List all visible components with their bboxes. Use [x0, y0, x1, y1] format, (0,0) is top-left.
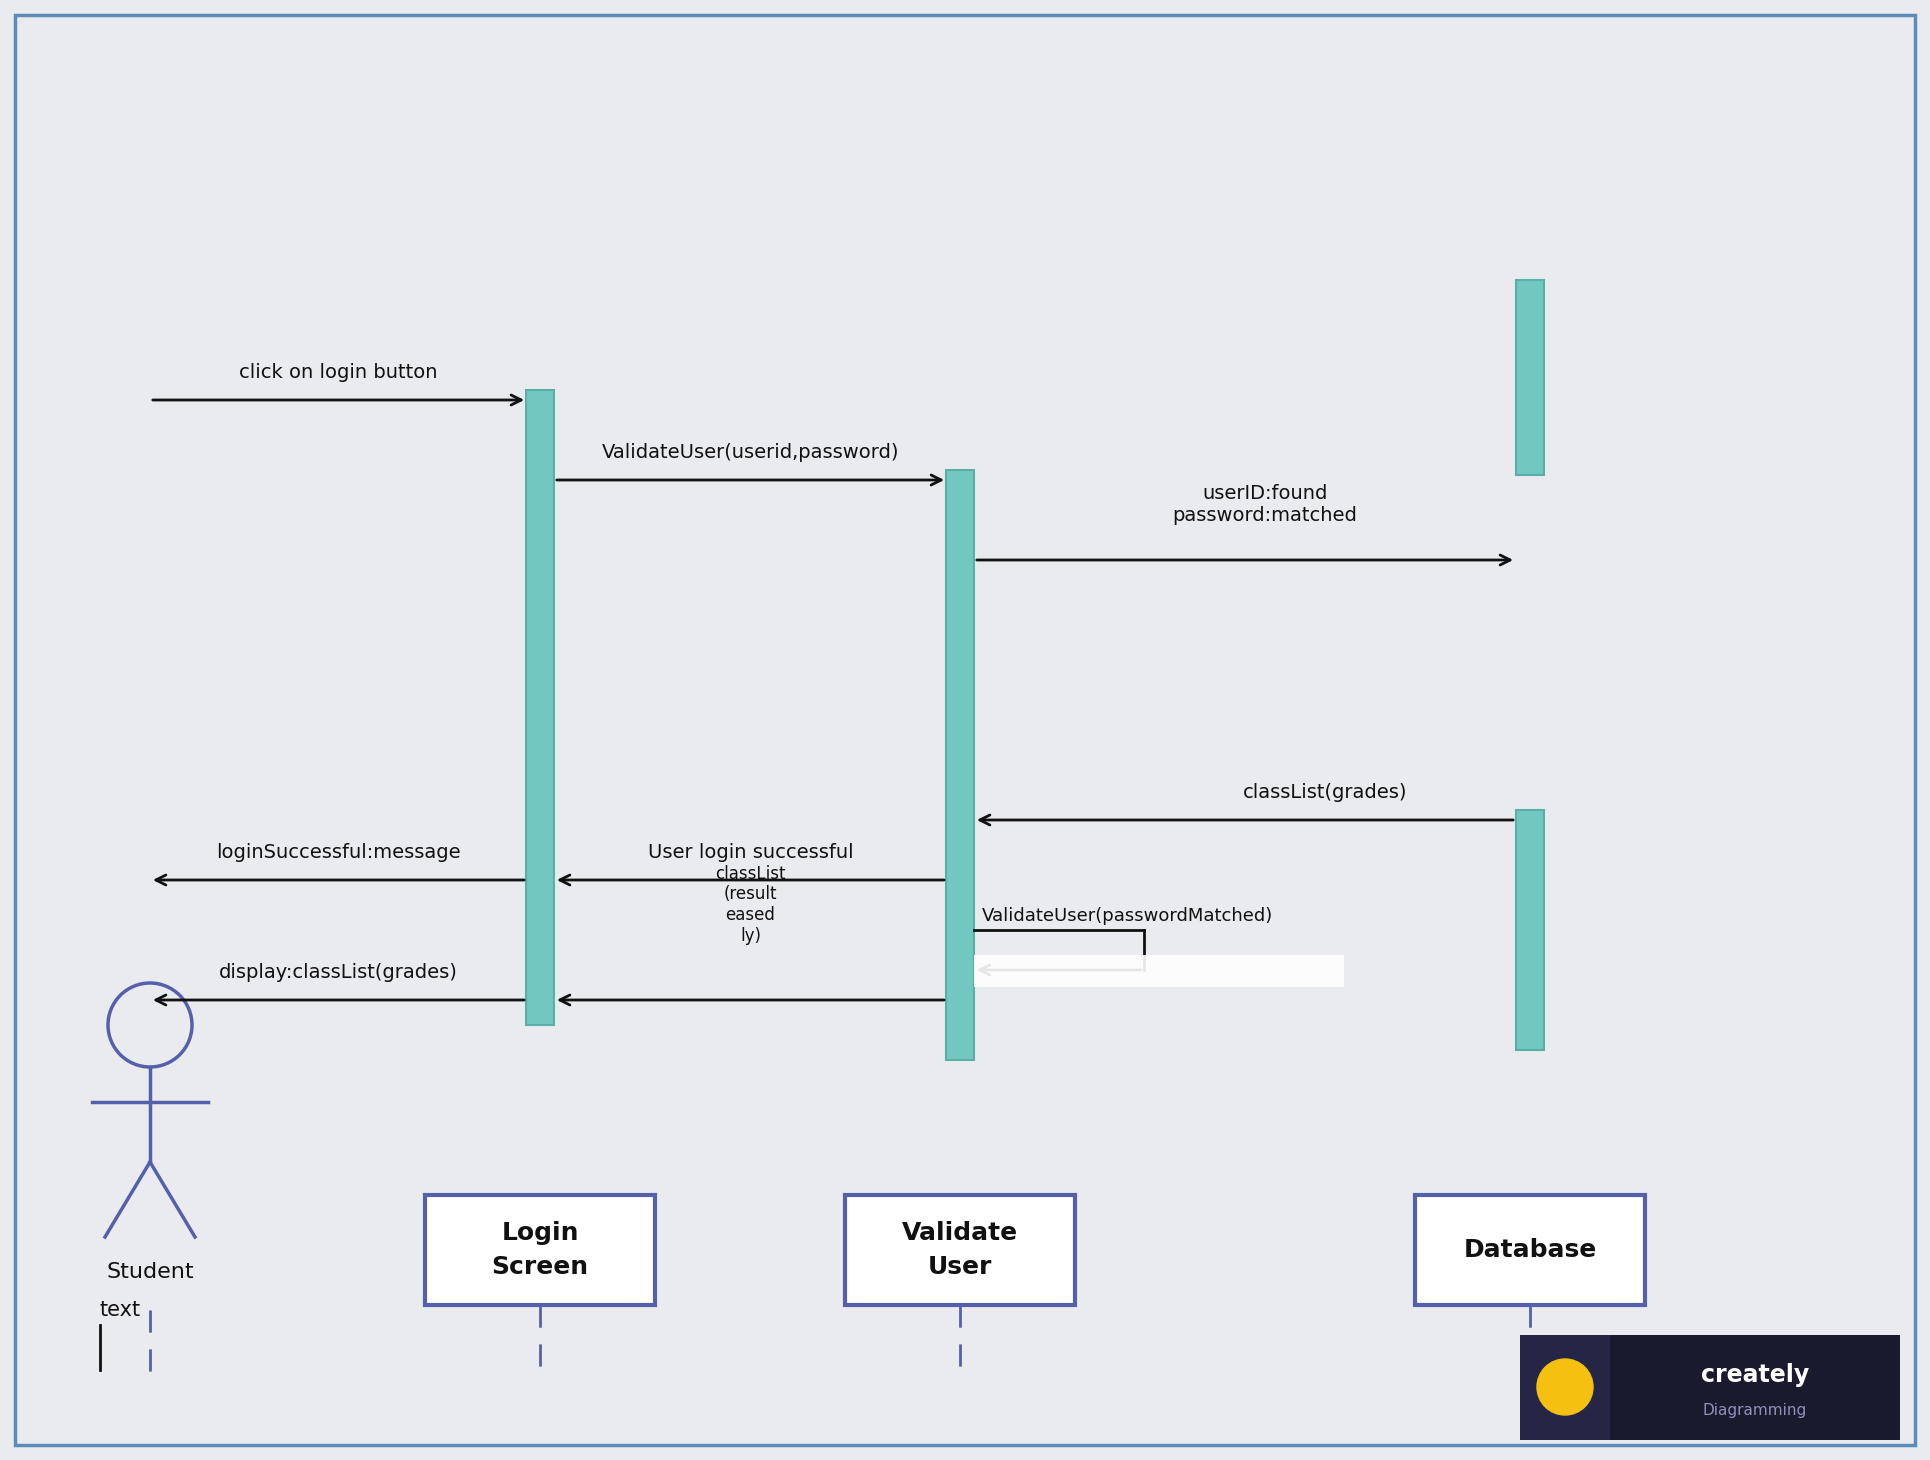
Text: classList
(result
eased
ly): classList (result eased ly) [716, 864, 786, 945]
Text: text: text [100, 1299, 141, 1320]
Text: ValidateUser(userid,password): ValidateUser(userid,password) [602, 442, 899, 461]
Text: creately: creately [1700, 1362, 1808, 1387]
Text: click on login button: click on login button [239, 364, 438, 383]
Bar [1521, 1334, 1610, 1440]
Text: display:classList(grades): display:classList(grades) [220, 964, 457, 983]
Text: Validate
User: Validate User [901, 1221, 1017, 1279]
Bar [527, 390, 554, 1025]
Bar [1521, 1334, 1899, 1440]
Text: classList(grades): classList(grades) [1243, 783, 1407, 802]
Text: Database: Database [1463, 1238, 1596, 1261]
Bar [946, 470, 975, 1060]
Text: User login successful: User login successful [648, 842, 853, 861]
Bar [425, 1194, 654, 1305]
Bar [1415, 1194, 1644, 1305]
Circle shape [1536, 1359, 1592, 1415]
Text: userID:found
password:matched: userID:found password:matched [1173, 485, 1357, 526]
Bar [1515, 810, 1544, 1050]
Text: Student: Student [106, 1261, 193, 1282]
Text: loginSuccessful:message: loginSuccessful:message [216, 842, 461, 861]
Text: Diagramming: Diagramming [1702, 1403, 1806, 1418]
Text: ValidateUser(passwordMatched): ValidateUser(passwordMatched) [982, 907, 1274, 926]
Bar [1515, 280, 1544, 474]
Bar [845, 1194, 1075, 1305]
Text: Login
Screen: Login Screen [492, 1221, 589, 1279]
Bar [975, 955, 1343, 987]
